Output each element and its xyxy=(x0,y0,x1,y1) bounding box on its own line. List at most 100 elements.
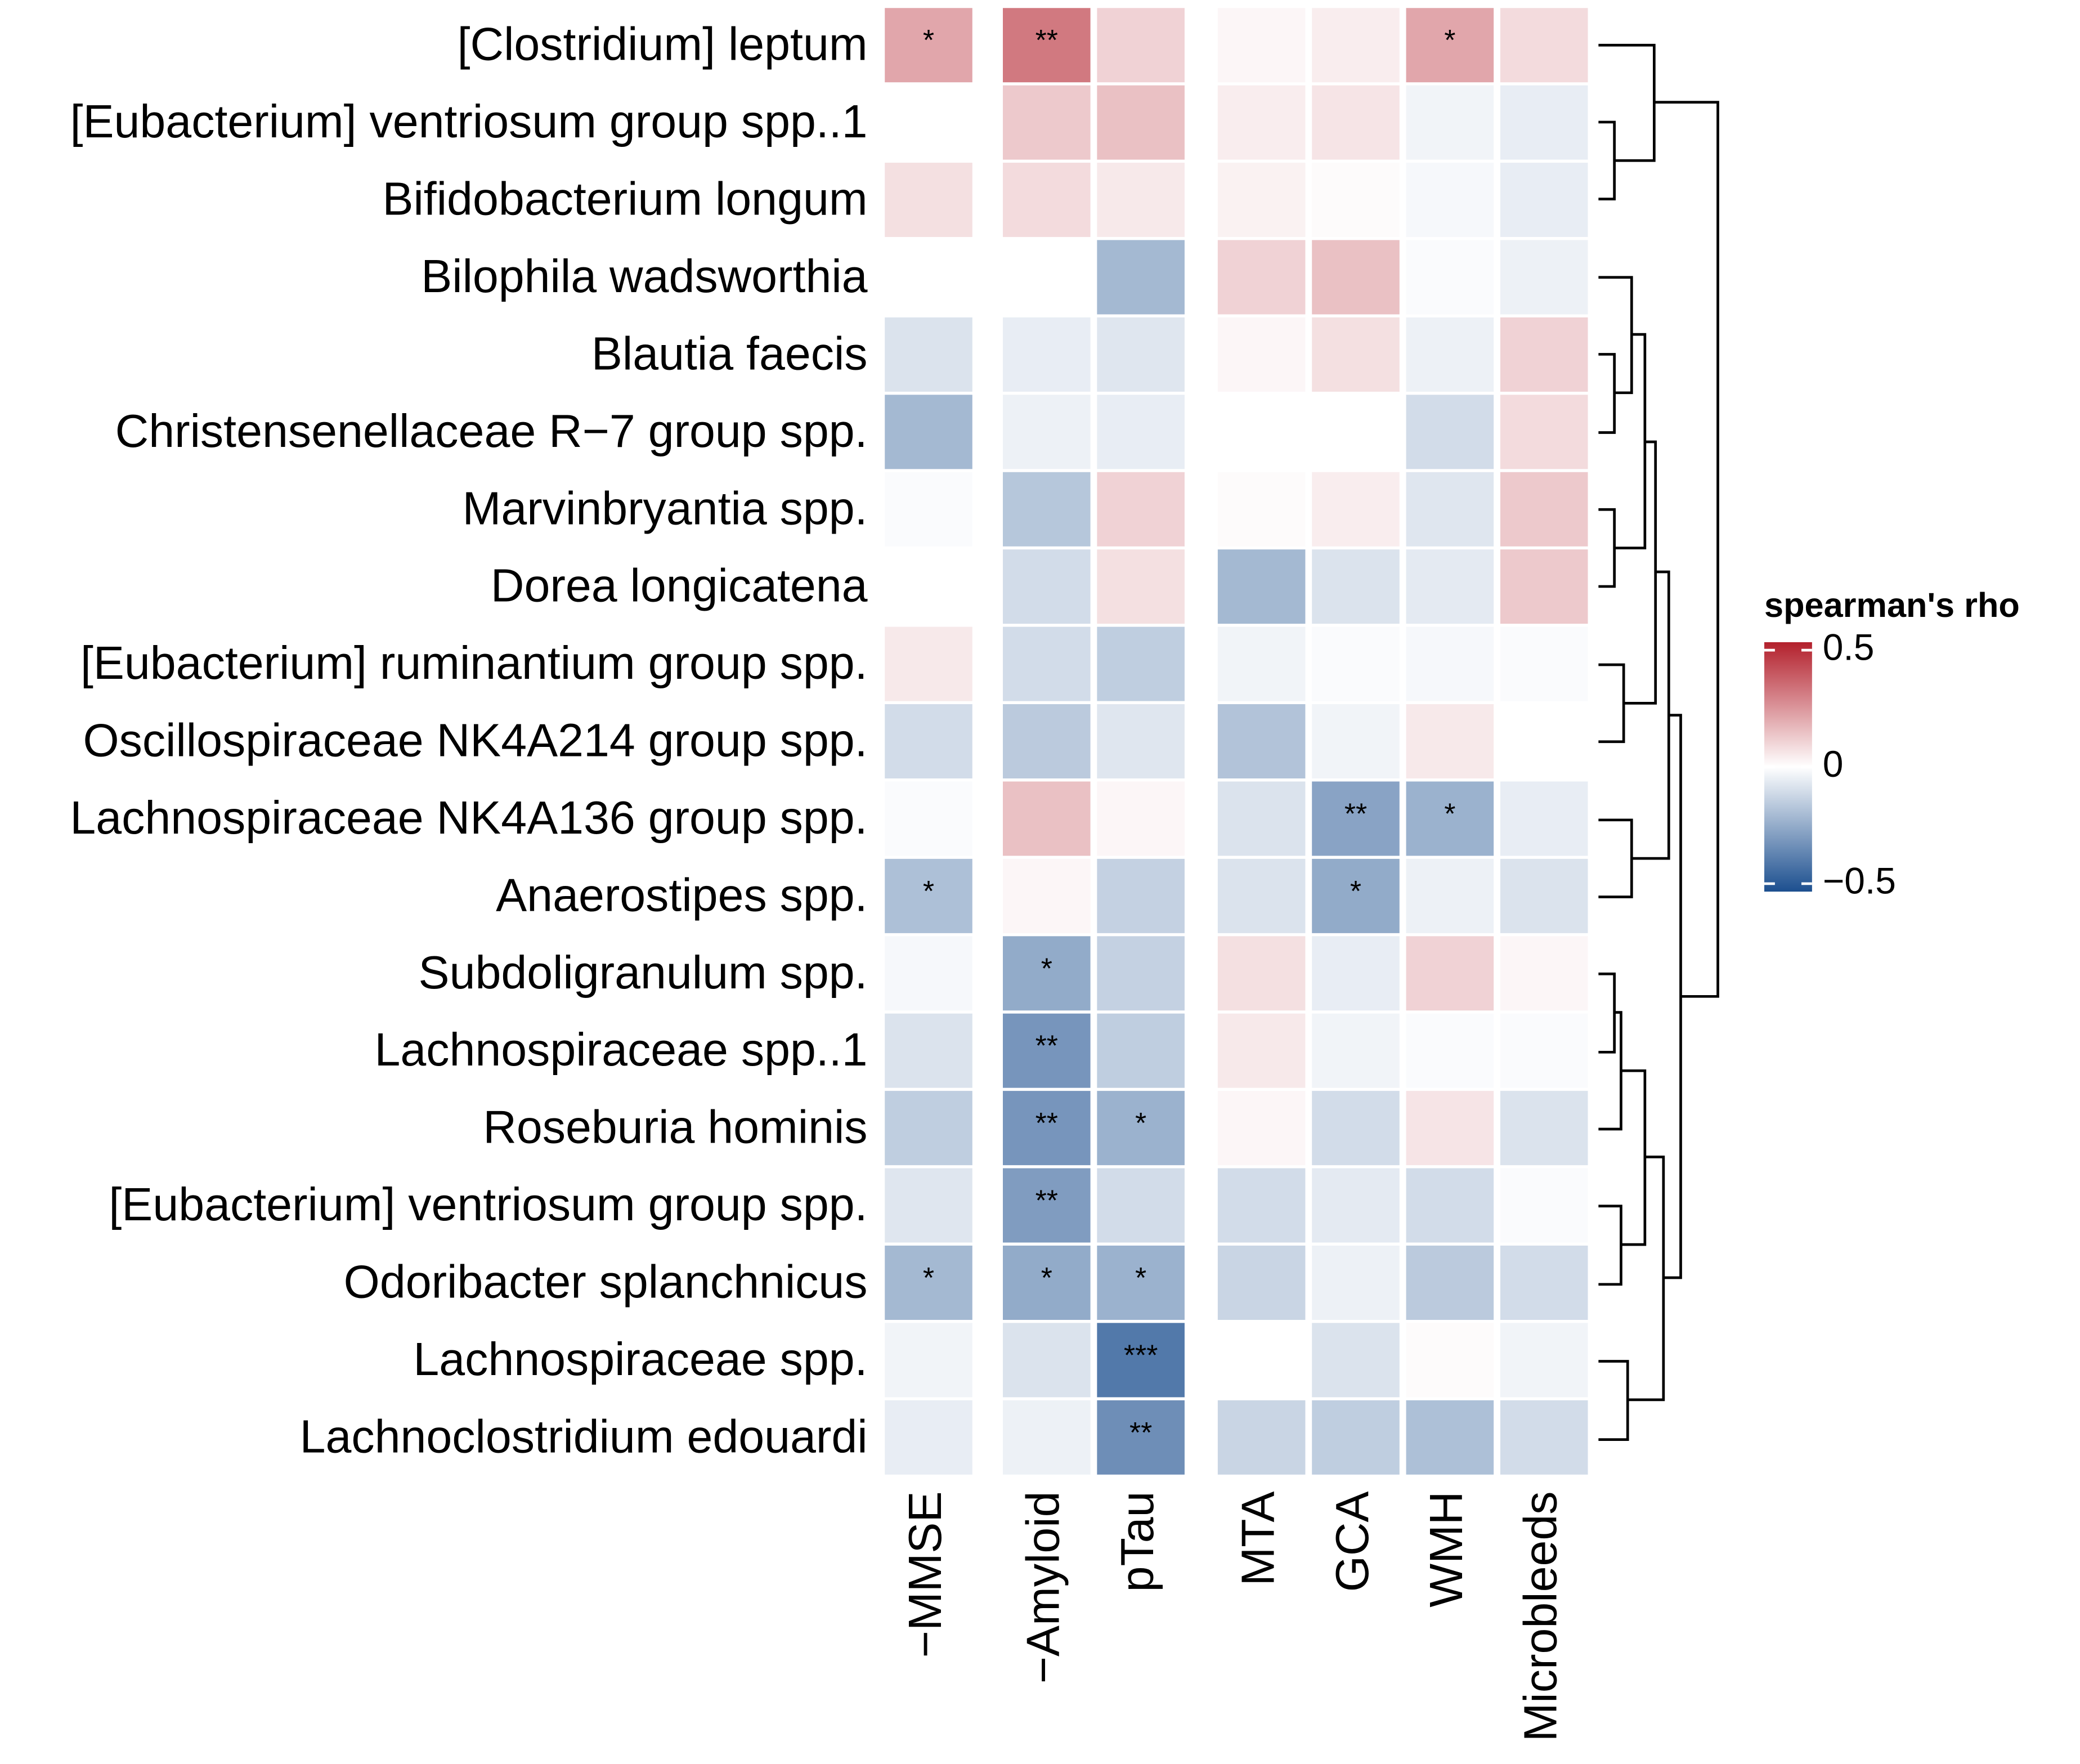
heatmap-cell xyxy=(1003,1400,1091,1475)
heatmap-cell xyxy=(1097,1245,1185,1320)
heatmap-cell xyxy=(1312,936,1400,1011)
heatmap-cell xyxy=(885,626,972,701)
heatmap-cell xyxy=(1500,1013,1588,1088)
heatmap-cell xyxy=(1097,1323,1185,1398)
heatmap-cell xyxy=(1406,781,1494,856)
significance-mark: * xyxy=(1041,952,1052,984)
heatmap-cell xyxy=(1312,704,1400,779)
heatmap-cell xyxy=(1003,858,1091,933)
heatmap-cell xyxy=(1406,85,1494,160)
colorbar-tick-label: 0.5 xyxy=(1823,626,1875,668)
heatmap-cell xyxy=(1217,936,1306,1011)
heatmap-cell xyxy=(1217,1091,1306,1166)
significance-mark: * xyxy=(1041,1261,1052,1294)
dendrogram xyxy=(1598,43,1719,1441)
row-label: Subdoligranulum spp. xyxy=(419,947,868,999)
heatmap-cell xyxy=(885,858,972,933)
heatmap-cell xyxy=(885,704,972,779)
significance-mark: ** xyxy=(1035,1184,1058,1217)
heatmap-cell xyxy=(885,781,972,856)
significance-mark: ** xyxy=(1344,797,1367,830)
heatmap-cell xyxy=(1500,1168,1588,1243)
heatmap-cell xyxy=(1097,626,1185,701)
heatmap-cell xyxy=(1312,858,1400,933)
heatmap-cell xyxy=(885,1013,972,1088)
heatmap-cell xyxy=(1003,8,1091,83)
significance-mark: * xyxy=(1444,24,1455,56)
row-label: Bifidobacterium longum xyxy=(382,173,867,225)
heatmap-cell xyxy=(1500,936,1588,1011)
heatmap-cell xyxy=(1406,704,1494,779)
heatmap-cell xyxy=(1312,317,1400,392)
heatmap-cell xyxy=(1500,395,1588,469)
heatmap-cell xyxy=(1097,549,1185,624)
heatmap-cell xyxy=(885,240,972,315)
heatmap-cell xyxy=(1003,395,1091,469)
heatmap-cell xyxy=(1003,317,1091,392)
row-label: Christensenellaceae R−7 group spp. xyxy=(115,405,868,457)
legend-title: spearman's rho xyxy=(1764,586,2020,624)
heatmap-cell xyxy=(1217,781,1306,856)
heatmap-cell xyxy=(1312,1168,1400,1243)
heatmap-cell xyxy=(1406,1013,1494,1088)
heatmap-cell xyxy=(1003,472,1091,547)
heatmap-cell xyxy=(1003,1013,1091,1088)
heatmap-cell xyxy=(1217,1323,1306,1398)
heatmap-cell xyxy=(1217,317,1306,392)
significance-mark: * xyxy=(923,24,934,56)
heatmap-cell xyxy=(1217,704,1306,779)
heatmap-cell xyxy=(1217,85,1306,160)
heatmap-cell xyxy=(1217,549,1306,624)
heatmap-cell xyxy=(1003,549,1091,624)
significance-mark: ** xyxy=(1129,1416,1152,1449)
heatmap-cell xyxy=(1312,472,1400,547)
row-label: Dorea longicatena xyxy=(491,560,868,612)
heatmap-cell xyxy=(1500,704,1588,779)
heatmap-cell xyxy=(885,936,972,1011)
heatmap-cell xyxy=(1500,85,1588,160)
row-label: Oscillospiraceae NK4A214 group spp. xyxy=(83,715,867,767)
heatmap-cell xyxy=(885,85,972,160)
heatmap-cell xyxy=(1003,163,1091,238)
column-label: pTau xyxy=(1111,1492,1163,1592)
heatmap-cell xyxy=(1312,1013,1400,1088)
heatmap-cell xyxy=(1097,1013,1185,1088)
significance-mark: * xyxy=(923,875,934,907)
significance-mark: * xyxy=(1135,1261,1146,1294)
significance-mark: * xyxy=(1135,1107,1146,1139)
heatmap-cell xyxy=(1500,8,1588,83)
row-label: [Eubacterium] ruminantium group spp. xyxy=(80,637,868,689)
heatmap-cell xyxy=(1406,240,1494,315)
heatmap-cell xyxy=(1500,549,1588,624)
heatmap-cell xyxy=(1097,936,1185,1011)
heatmap-cell xyxy=(1312,163,1400,238)
heatmap-cell xyxy=(1097,317,1185,392)
heatmap-cell xyxy=(1097,1400,1185,1475)
heatmap-cell xyxy=(1097,858,1185,933)
heatmap-cell xyxy=(1500,1323,1588,1398)
row-label: [Eubacterium] ventriosum group spp..1 xyxy=(70,96,868,147)
heatmap-cell xyxy=(1406,1168,1494,1243)
column-label: −MMSE xyxy=(899,1492,951,1658)
heatmap-cell xyxy=(1406,549,1494,624)
heatmap-cell xyxy=(885,317,972,392)
heatmap-cell xyxy=(1500,858,1588,933)
heatmap-cell xyxy=(1217,240,1306,315)
significance-mark: *** xyxy=(1124,1338,1158,1371)
heatmap-cell xyxy=(1312,85,1400,160)
row-label: Roseburia hominis xyxy=(483,1102,867,1153)
heatmap-cell xyxy=(1217,1245,1306,1320)
heatmap-cell xyxy=(1500,781,1588,856)
heatmap-cell xyxy=(1003,936,1091,1011)
column-label: GCA xyxy=(1326,1492,1378,1592)
heatmap-cell xyxy=(1406,472,1494,547)
heatmap-cell xyxy=(1097,1168,1185,1243)
heatmap-cell xyxy=(1003,1323,1091,1398)
colorbar-tick-label: 0 xyxy=(1823,743,1844,785)
heatmap-cell xyxy=(1312,549,1400,624)
heatmap-cell xyxy=(1217,395,1306,469)
significance-mark: ** xyxy=(1035,1107,1058,1139)
heatmap-cell xyxy=(1217,163,1306,238)
heatmap-cell xyxy=(1217,1168,1306,1243)
